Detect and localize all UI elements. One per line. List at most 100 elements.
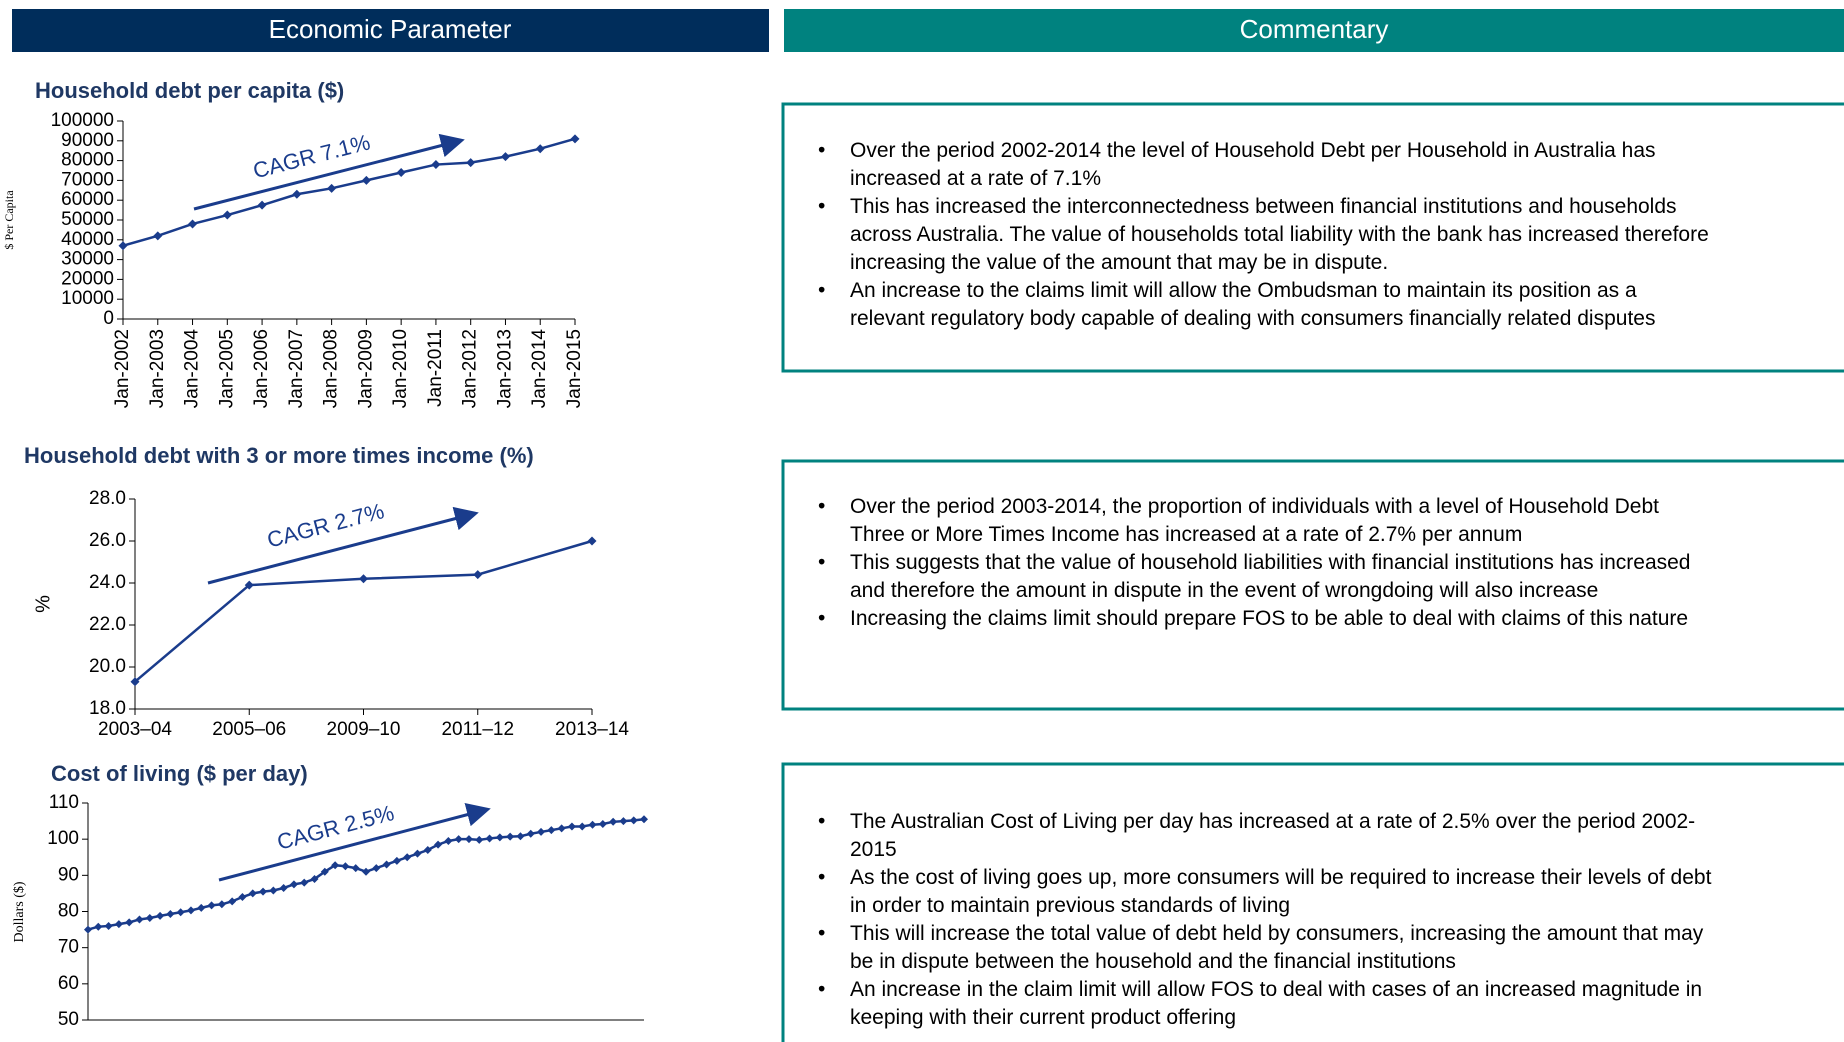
trend-arrow [218,802,491,882]
data-point [516,832,525,841]
bullet-text: This will increase the total value of de… [850,922,1704,973]
data-point [485,834,494,843]
x-tick-label: Jan-2011 [425,329,446,407]
data-point [454,835,463,844]
commentary-box [781,459,1844,711]
data-point [403,853,412,862]
bullet-text: An increase in the claim limit will allo… [850,978,1702,1029]
x-tick-label: Jan-2006 [251,329,272,408]
data-point [588,820,597,829]
data-point [570,134,580,144]
data-point [341,862,350,871]
data-line [122,137,576,247]
y-tick-label: 70000 [61,169,114,190]
bullet-dot: • [818,866,825,889]
data-point [222,210,232,220]
data-point [506,832,515,841]
y-tick-label: 30000 [61,249,114,270]
data-point [257,200,267,210]
chart-title: Household debt with 3 or more times inco… [24,443,534,468]
data-point [495,833,504,842]
data-point [629,816,638,825]
cagr-annotation: CAGR 2.5% [274,800,396,855]
data-point [104,921,113,930]
y-axis-label: $ Per Capita [2,190,16,250]
y-tick-label: 10000 [61,288,114,309]
bullet-line: The Australian Cost of Living per day ha… [850,810,1695,833]
data-point [228,897,237,906]
bullet-line: 2015 [850,838,897,861]
bullet-text: An increase to the claims limit will all… [850,279,1655,330]
bullet-text: Over the period 2003-2014, the proportio… [850,495,1659,546]
x-tick-label: Jan-2012 [460,329,481,408]
bullet-dot: • [818,922,825,945]
y-tick-label: 90 [58,864,79,885]
header-left: Economic Parameter [269,14,512,44]
bullet-dot: • [818,495,825,518]
bullet-dot: • [818,139,825,162]
bullet-text: This suggests that the value of househol… [850,551,1690,602]
data-point [526,829,535,838]
data-point [269,886,278,895]
data-line [134,539,593,683]
data-point [186,906,195,915]
data-point [578,822,587,831]
data-point [500,152,510,162]
bullet-line: in order to maintain previous standards … [850,894,1290,917]
data-point [135,915,144,924]
data-point [153,231,163,241]
bullet-line: Over the period 2003-2014, the proportio… [850,495,1659,518]
bullet-dot: • [818,810,825,833]
y-tick-label: 0 [103,308,114,329]
y-tick-label: 100 [47,828,79,849]
trend-arrow [207,506,479,585]
bullet-line: and therefore the amount in dispute in t… [850,579,1598,602]
y-tick-label: 20.0 [89,656,126,677]
y-tick-label: 22.0 [89,614,126,635]
bullet-text: Over the period 2002-2014 the level of H… [850,139,1656,190]
bullet-line: relevant regulatory body capable of deal… [850,307,1655,330]
bullet-line: Over the period 2002-2014 the level of H… [850,139,1656,162]
x-tick-label: Jan-2014 [529,329,550,409]
bullet-line: This has increased the interconnectednes… [850,195,1677,218]
data-point [217,900,226,909]
bullet-line: This suggests that the value of househol… [850,551,1690,574]
header-bar [12,9,769,52]
y-tick-label: 40000 [61,229,114,250]
data-point [125,918,134,927]
x-tick-label: Jan-2015 [564,329,585,408]
data-point [327,183,337,193]
bullet-line: increasing the value of the amount that … [850,251,1388,274]
y-tick-label: 80 [58,901,79,922]
bullet-line: Three or More Times Income has increased… [850,523,1522,546]
bullet-text: The Australian Cost of Living per day ha… [850,810,1695,861]
data-point [94,922,103,931]
bullet-dot: • [818,607,825,630]
data-point [244,580,254,590]
bullet-line: This will increase the total value of de… [850,922,1704,945]
data-point [197,903,206,912]
data-point [156,911,165,920]
data-point [114,920,123,929]
data-point [289,880,298,889]
data-point [567,822,576,831]
chart-title: Cost of living ($ per day) [51,761,308,786]
data-point [238,893,247,902]
data-point [466,158,476,168]
header-bar [784,9,1844,52]
data-point [331,861,340,870]
y-tick-label: 60 [58,973,79,994]
chart-title: Household debt per capita ($) [35,78,344,103]
y-tick-label: 26.0 [89,530,126,551]
data-point [537,827,546,836]
data-point [464,835,473,844]
x-tick-label: Jan-2007 [286,329,307,408]
y-tick-label: 50000 [61,209,114,230]
y-tick-label: 60000 [61,189,114,210]
bullet-dot: • [818,551,825,574]
y-axis-label: Dollars ($) [12,881,27,942]
x-tick-label: 2013–14 [555,719,629,740]
y-tick-label: 90000 [61,130,114,151]
y-tick-label: 100000 [51,110,114,131]
